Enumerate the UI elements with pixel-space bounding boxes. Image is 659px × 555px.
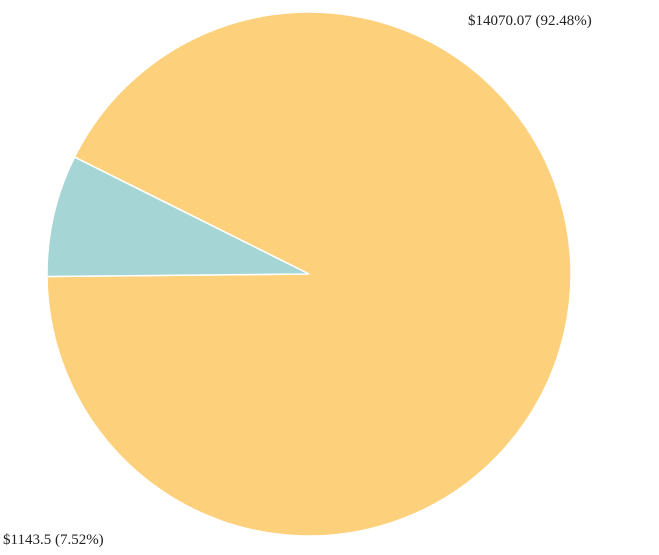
pie-slices xyxy=(46,11,572,537)
pie-slice-small xyxy=(46,156,310,278)
slice-label-small: $1143.5 (7.52%) xyxy=(3,532,104,548)
slice-label-large: $14070.07 (92.48%) xyxy=(468,13,592,29)
